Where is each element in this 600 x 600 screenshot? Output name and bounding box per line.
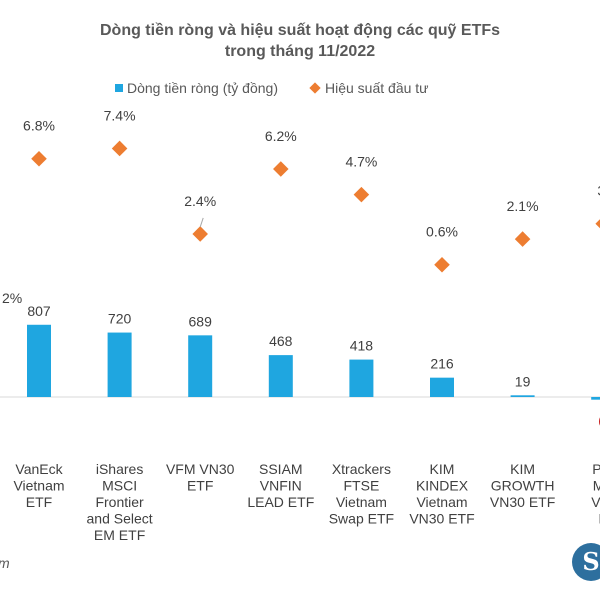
category-label: Viet xyxy=(591,494,600,510)
perf-marker xyxy=(273,161,289,177)
perf-value-label: 6.8% xyxy=(23,118,55,134)
category-label: E xyxy=(599,511,600,527)
perf-label-leader-line xyxy=(199,217,204,228)
bar-net-flow xyxy=(188,335,213,397)
bar-value-label: 418 xyxy=(350,338,374,354)
category-label: VNFIN xyxy=(260,478,302,494)
legend-item-performance: Hiệu suất đầu tư xyxy=(309,80,429,96)
category-label: Pre xyxy=(592,461,600,477)
perf-value-label: 0.6% xyxy=(426,224,458,240)
perf-marker xyxy=(514,231,531,247)
perf-marker xyxy=(192,226,208,242)
perf-marker xyxy=(31,150,47,167)
perf-value-label: 4.7% xyxy=(345,154,377,170)
category-label: VanEck xyxy=(15,461,63,477)
category-label: LEAD ETF xyxy=(247,494,314,510)
legend-label-net-flow: Dòng tiền ròng (tỷ đồng) xyxy=(127,80,278,96)
chart-title-line1: Dòng tiền ròng và hiệu suất hoạt động cá… xyxy=(99,22,501,39)
chart-legend: Dòng tiền ròng (tỷ đồng) Hiệu suất đầu t… xyxy=(0,80,600,100)
source-text: m xyxy=(0,555,10,571)
perf-value-label: 7.4% xyxy=(104,107,136,123)
legend-item-net-flow: Dòng tiền ròng (tỷ đồng) xyxy=(115,80,278,96)
perf-value-label: 2.4% xyxy=(184,193,216,209)
category-label: FTSE xyxy=(344,478,380,494)
bar-net-flow xyxy=(268,355,293,397)
perf-marker xyxy=(111,140,128,157)
category-label: MSCI xyxy=(102,478,137,494)
category-label: ETF xyxy=(187,478,213,494)
chart-title-line2: trong tháng 11/2022 xyxy=(224,43,376,60)
perf-value-label: 2.1% xyxy=(507,198,539,214)
logo-icon: S xyxy=(572,543,600,581)
perf-value-label: 3. xyxy=(597,183,600,199)
category-label: VN30 ETF xyxy=(490,494,555,510)
category-label: Xtrackers xyxy=(332,461,391,477)
perf-marker xyxy=(434,256,450,273)
category-label: and Select xyxy=(87,511,153,527)
category-label: Swap ETF xyxy=(329,511,394,527)
category-label: KINDEX xyxy=(416,478,469,494)
category-label: ETF xyxy=(26,494,52,510)
legend-bar-swatch xyxy=(115,84,123,92)
category-label: VN30 ETF xyxy=(409,511,474,527)
bar-value-label: 720 xyxy=(108,311,132,327)
category-label: Vietnam xyxy=(13,478,64,494)
category-label: iShares xyxy=(96,461,143,477)
bar-net-flow xyxy=(107,332,132,397)
category-label: MS xyxy=(593,478,600,494)
perf-label-partial: 2% xyxy=(2,290,22,306)
bar-net-flow xyxy=(430,377,454,397)
category-label: Vietnam xyxy=(336,494,387,510)
perf-value-label: 6.2% xyxy=(265,128,297,144)
bar-net-flow xyxy=(27,324,51,397)
bar-value-label: 689 xyxy=(189,313,213,329)
bar-net-flow xyxy=(349,359,374,397)
legend-label-performance: Hiệu suất đầu tư xyxy=(325,80,429,96)
bar-value-label: 19 xyxy=(515,373,531,389)
bar-value-label: 807 xyxy=(27,303,51,319)
category-label: GROWTH xyxy=(491,478,555,494)
category-label: VFM VN30 xyxy=(166,461,235,477)
category-label: Vietnam xyxy=(416,494,467,510)
bar-value-label: 216 xyxy=(430,356,454,372)
perf-marker xyxy=(595,215,600,232)
category-label: SSIAM xyxy=(259,461,303,477)
category-label: KIM xyxy=(430,461,455,477)
bar-value-label: (3 xyxy=(598,412,600,428)
bar-value-label: 468 xyxy=(269,333,293,349)
perf-marker xyxy=(353,186,370,203)
bar-net-flow xyxy=(510,395,535,397)
bar-net-flow xyxy=(591,397,600,400)
category-label: EM ETF xyxy=(94,527,145,543)
category-label: Frontier xyxy=(95,494,144,510)
category-label: KIM xyxy=(510,461,535,477)
